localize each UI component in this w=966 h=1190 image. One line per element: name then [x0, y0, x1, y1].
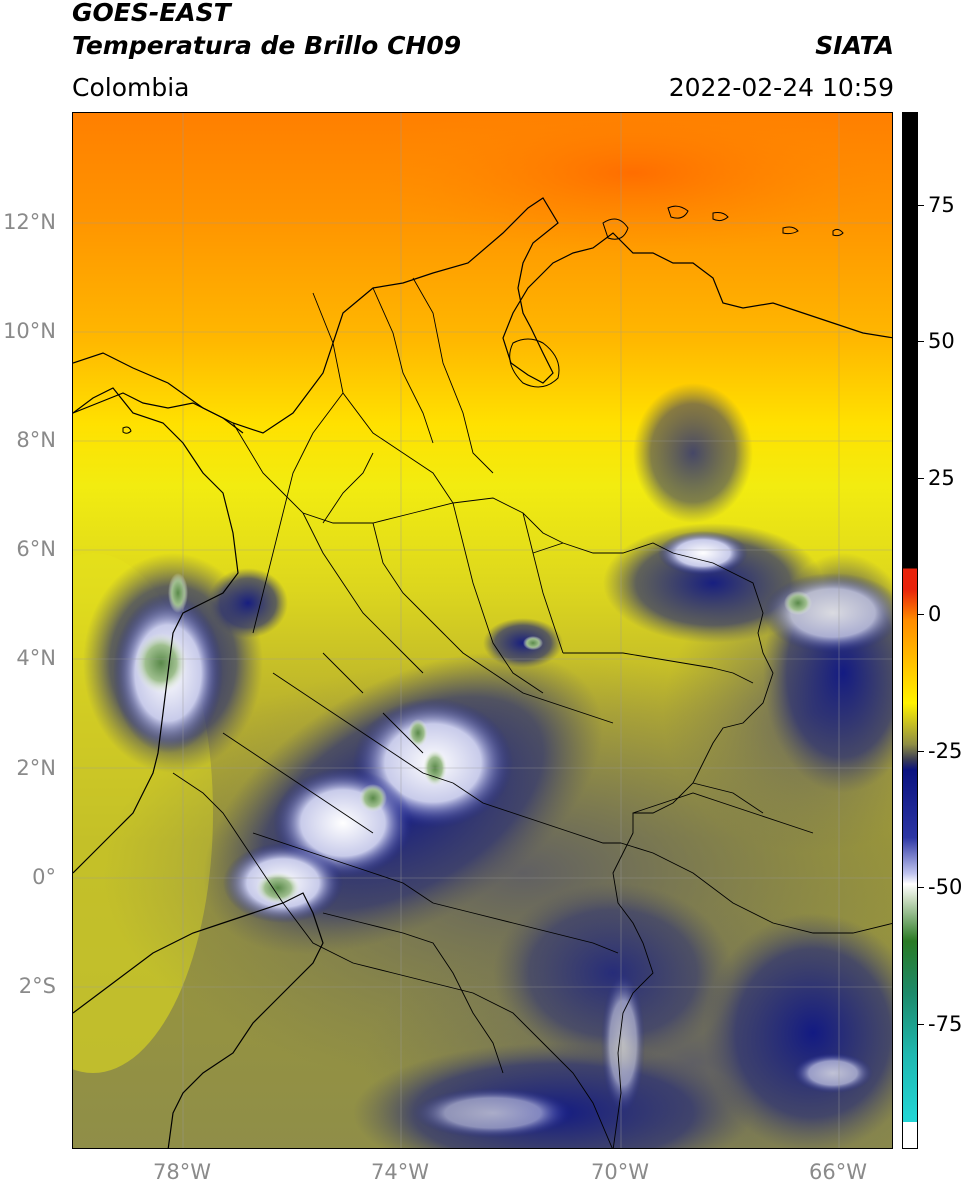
map-canvas — [73, 113, 892, 1148]
cb-tick-25 — [918, 478, 924, 479]
datetime-label: 2022-02-24 10:59 — [668, 73, 894, 102]
lat-label-2n: 2°N — [16, 756, 56, 780]
brightness-temperature-map[interactable] — [72, 112, 893, 1149]
coastlines — [73, 197, 892, 1148]
cb-label-minus50: -50 — [928, 875, 963, 899]
lat-label-6n: 6°N — [16, 537, 56, 561]
graticule — [73, 113, 892, 1148]
cb-label-50: 50 — [928, 329, 955, 353]
admin-borders — [172, 277, 892, 1148]
cb-tick-75 — [918, 205, 924, 206]
cb-label-75: 75 — [928, 193, 955, 217]
lake-maracaibo — [509, 338, 560, 388]
lat-label-12n: 12°N — [3, 210, 56, 234]
cb-label-minus25: -25 — [928, 739, 963, 763]
satellite-title: GOES-EAST — [72, 0, 231, 27]
cb-label-minus75: -75 — [928, 1012, 963, 1036]
cb-tick-0 — [918, 614, 924, 615]
temperature-colorbar — [902, 112, 918, 1149]
lon-label-78w: 78°W — [153, 1160, 211, 1184]
cb-tick-minus50 — [918, 887, 924, 888]
lat-label-10n: 10°N — [3, 319, 56, 343]
region-label: Colombia — [72, 73, 190, 102]
cb-label-0: 0 — [928, 602, 942, 626]
lon-label-74w: 74°W — [371, 1160, 429, 1184]
agency-label: SIATA — [815, 31, 894, 60]
islands — [122, 205, 844, 434]
cb-tick-minus25 — [918, 751, 924, 752]
cb-tick-50 — [918, 341, 924, 342]
lat-label-0: 0° — [32, 865, 56, 889]
lon-label-66w: 66°W — [809, 1160, 867, 1184]
product-title: Temperatura de Brillo CH09 — [72, 31, 462, 60]
cb-tick-minus75 — [918, 1024, 924, 1025]
lat-label-8n: 8°N — [16, 428, 56, 452]
lat-label-4n: 4°N — [16, 646, 56, 670]
lat-label-2s: 2°S — [18, 974, 56, 998]
cb-label-25: 25 — [928, 466, 955, 490]
lon-label-70w: 70°W — [591, 1160, 649, 1184]
